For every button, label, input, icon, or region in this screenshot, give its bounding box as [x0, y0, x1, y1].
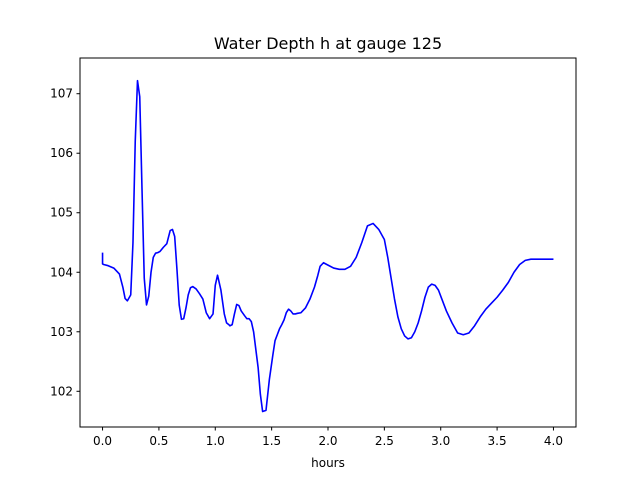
y-tick-label: 104	[50, 265, 73, 279]
x-tick-label: 3.5	[488, 434, 507, 448]
axis-ticks: 0.0 0.5 1.0 1.5 2.0 2.5 3.0 3.5 4.0 102 103 104 105 1…	[50, 87, 563, 448]
y-tick-label: 107	[50, 87, 73, 101]
x-tick-label: 3.0	[431, 434, 450, 448]
x-tick-label: 1.0	[206, 434, 225, 448]
series-line-0	[101, 79, 554, 413]
y-tick-label: 105	[50, 206, 73, 220]
x-tick-label: 0.0	[93, 434, 112, 448]
x-axis-label: hours	[311, 456, 345, 470]
x-tick-label: 0.5	[149, 434, 168, 448]
y-tick-label: 102	[50, 384, 73, 398]
y-tick-label: 103	[50, 325, 73, 339]
x-tick-label: 1.5	[262, 434, 281, 448]
x-tick-label: 2.0	[318, 434, 337, 448]
plot-area	[101, 79, 554, 413]
x-tick-label: 4.0	[544, 434, 563, 448]
y-tick-label: 106	[50, 146, 73, 160]
chart-title: Water Depth h at gauge 125	[214, 34, 442, 53]
x-tick-label: 2.5	[375, 434, 394, 448]
